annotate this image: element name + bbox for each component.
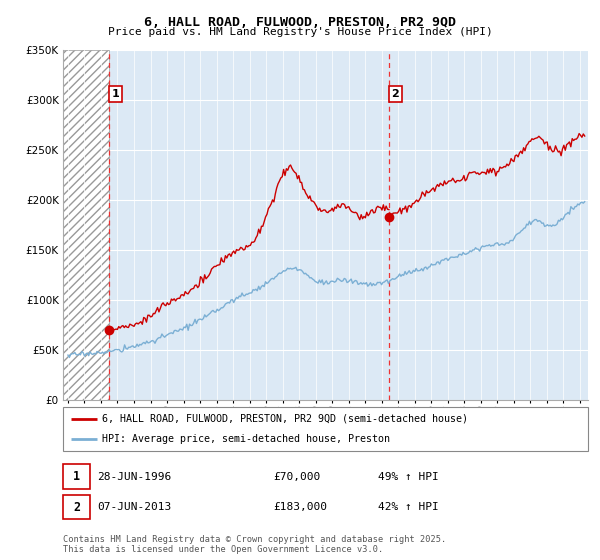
FancyBboxPatch shape <box>63 495 90 520</box>
Text: 49% ↑ HPI: 49% ↑ HPI <box>378 472 439 482</box>
Text: 1: 1 <box>112 89 119 99</box>
Text: 2: 2 <box>73 501 80 514</box>
Line: 6, HALL ROAD, FULWOOD, PRESTON, PR2 9QD (semi-detached house): 6, HALL ROAD, FULWOOD, PRESTON, PR2 9QD … <box>389 134 584 218</box>
FancyBboxPatch shape <box>63 464 90 489</box>
HPI: Average price, semi-detached house, Preston: (2.01e+03, 1.17e+05): Average price, semi-detached house, Pres… <box>324 281 331 287</box>
Text: 28-JUN-1996: 28-JUN-1996 <box>97 472 172 482</box>
HPI: Average price, semi-detached house, Preston: (2e+03, 1.01e+05): Average price, semi-detached house, Pres… <box>232 296 239 303</box>
HPI: Average price, semi-detached house, Preston: (1.99e+03, 4.53e+04): Average price, semi-detached house, Pres… <box>64 352 71 358</box>
HPI: Average price, semi-detached house, Preston: (2e+03, 7.69e+04): Average price, semi-detached house, Pres… <box>193 320 200 327</box>
6, HALL ROAD, FULWOOD, PRESTON, PR2 9QD (semi-detached house) <box>446 178 454 184</box>
Text: 1: 1 <box>73 470 80 483</box>
Bar <box>63 50 109 400</box>
6, HALL ROAD, FULWOOD, PRESTON, PR2 9QD (semi-detached house) <box>510 158 517 165</box>
Text: 07-JUN-2013: 07-JUN-2013 <box>97 502 172 512</box>
6, HALL ROAD, FULWOOD, PRESTON, PR2 9QD (semi-detached house) <box>385 214 392 221</box>
HPI: Average price, semi-detached house, Preston: (1.99e+03, 4.29e+04): Average price, semi-detached house, Pres… <box>66 354 73 361</box>
6, HALL ROAD, FULWOOD, PRESTON, PR2 9QD (semi-detached house) <box>560 142 568 148</box>
HPI: Average price, semi-detached house, Preston: (2.03e+03, 1.99e+05): Average price, semi-detached house, Pres… <box>581 198 588 205</box>
Text: £183,000: £183,000 <box>273 502 327 512</box>
Text: £70,000: £70,000 <box>273 472 320 482</box>
6, HALL ROAD, FULWOOD, PRESTON, PR2 9QD (semi-detached house) <box>514 153 521 160</box>
6, HALL ROAD, FULWOOD, PRESTON, PR2 9QD (semi-detached house) <box>481 169 488 176</box>
6, HALL ROAD, FULWOOD, PRESTON, PR2 9QD (semi-detached house) <box>490 165 497 172</box>
Text: HPI: Average price, semi-detached house, Preston: HPI: Average price, semi-detached house,… <box>103 434 391 444</box>
6, HALL ROAD, FULWOOD, PRESTON, PR2 9QD (semi-detached house) <box>386 214 394 221</box>
HPI: Average price, semi-detached house, Preston: (2.02e+03, 1.86e+05): Average price, semi-detached house, Pres… <box>562 211 569 218</box>
HPI: Average price, semi-detached house, Preston: (2e+03, 1.06e+05): Average price, semi-detached house, Pres… <box>242 291 250 297</box>
Text: 2: 2 <box>392 89 400 99</box>
FancyBboxPatch shape <box>63 407 588 451</box>
Text: Price paid vs. HM Land Registry's House Price Index (HPI): Price paid vs. HM Land Registry's House … <box>107 27 493 38</box>
Text: 6, HALL ROAD, FULWOOD, PRESTON, PR2 9QD (semi-detached house): 6, HALL ROAD, FULWOOD, PRESTON, PR2 9QD … <box>103 414 469 424</box>
6, HALL ROAD, FULWOOD, PRESTON, PR2 9QD (semi-detached house) <box>581 133 588 139</box>
6, HALL ROAD, FULWOOD, PRESTON, PR2 9QD (semi-detached house) <box>575 130 583 137</box>
Text: 6, HALL ROAD, FULWOOD, PRESTON, PR2 9QD: 6, HALL ROAD, FULWOOD, PRESTON, PR2 9QD <box>144 16 456 29</box>
Text: Contains HM Land Registry data © Crown copyright and database right 2025.
This d: Contains HM Land Registry data © Crown c… <box>63 535 446 554</box>
Line: HPI: Average price, semi-detached house, Preston: HPI: Average price, semi-detached house,… <box>68 202 584 357</box>
HPI: Average price, semi-detached house, Preston: (2.01e+03, 1.18e+05): Average price, semi-detached house, Pres… <box>375 279 382 286</box>
Text: 42% ↑ HPI: 42% ↑ HPI <box>378 502 439 512</box>
